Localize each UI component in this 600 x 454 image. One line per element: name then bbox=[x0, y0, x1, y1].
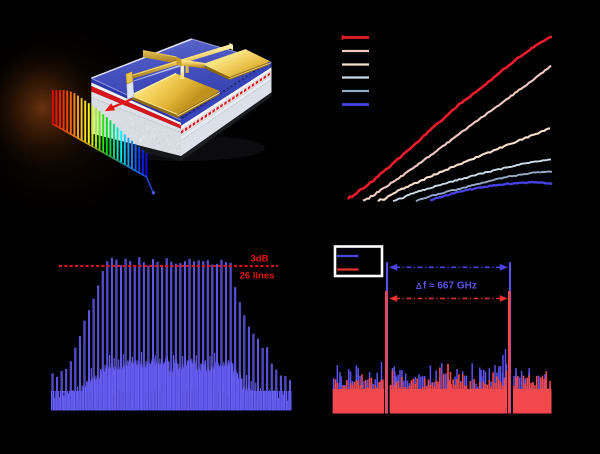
svg-text:26 lines: 26 lines bbox=[240, 271, 275, 282]
svg-text:f ≈ 667 GHz: f ≈ 667 GHz bbox=[423, 281, 477, 292]
svg-text:Δ: Δ bbox=[416, 282, 422, 291]
svg-text:3dB: 3dB bbox=[251, 254, 269, 265]
